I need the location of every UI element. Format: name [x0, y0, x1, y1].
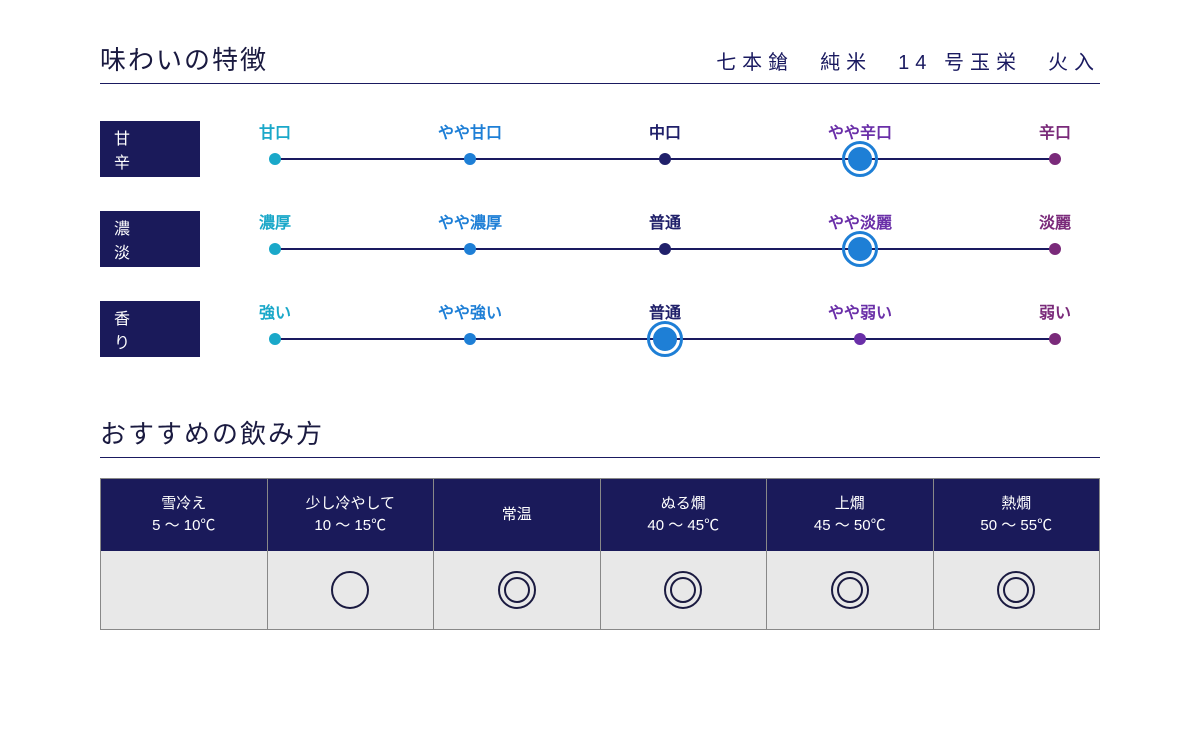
scale-dot [659, 153, 671, 165]
serving-body [268, 551, 434, 629]
scale-selected-ring [842, 141, 878, 177]
scale-stop-label: やや強い [425, 299, 515, 323]
scale-stop-labels: 濃厚 やや濃厚 普通 やや淡麗 淡麗 [230, 209, 1100, 233]
scale-stop-label: 弱い [1010, 299, 1100, 323]
serving-temp: 40 ～ 45℃ [647, 515, 719, 538]
scale-dot [1049, 153, 1061, 165]
serving-label: 熱燗 [1001, 493, 1031, 516]
scale-dot [1049, 243, 1061, 255]
scale-line [275, 239, 1055, 259]
serving-body [767, 551, 933, 629]
scale-dot [1049, 333, 1061, 345]
serving-temp: 50 ～ 55℃ [980, 515, 1052, 538]
scale-dot [269, 243, 281, 255]
scale-category-label: 濃 淡 [100, 211, 200, 267]
scale-category-label: 香 り [100, 301, 200, 357]
serving-label: 少し冷やして [305, 493, 395, 516]
scale-stop-label: 普通 [620, 299, 710, 323]
taste-header: 味わいの特徴 七本鎗 純米 14 号玉栄 火入 [100, 40, 1100, 84]
serving-temp: 10 ～ 15℃ [314, 515, 386, 538]
serving-body [934, 551, 1100, 629]
scale-track: 濃厚 やや濃厚 普通 やや淡麗 淡麗 [230, 209, 1100, 269]
scale-stop-label: 辛口 [1010, 119, 1100, 143]
scale-stop-label: やや甘口 [425, 119, 515, 143]
serving-label: 雪冷え [161, 493, 206, 516]
taste-subtitle: 七本鎗 純米 14 号玉栄 火入 [716, 46, 1100, 75]
scale-track: 甘口 やや甘口 中口 やや辛口 辛口 [230, 119, 1100, 179]
scale-stop-label: 淡麗 [1010, 209, 1100, 233]
serving-head: 熱燗50 ～ 55℃ [934, 479, 1100, 551]
serving-title: おすすめの飲み方 [100, 414, 324, 451]
scale-stop-label: 中口 [620, 119, 710, 143]
taste-section: 味わいの特徴 七本鎗 純米 14 号玉栄 火入 甘 辛 甘口 やや甘口 中口 やや辛口 辛… [100, 40, 1100, 364]
scale-track: 強い やや強い 普通 やや弱い 弱い [230, 299, 1100, 359]
serving-body [601, 551, 767, 629]
double-circle-icon [664, 571, 702, 609]
serving-table: 雪冷え5 ～ 10℃少し冷やして10 ～ 15℃常温ぬる燗40 ～ 45℃上燗4… [100, 478, 1100, 630]
scale-stop-labels: 強い やや強い 普通 やや弱い 弱い [230, 299, 1100, 323]
serving-label: 常温 [502, 504, 532, 527]
serving-column: 雪冷え5 ～ 10℃ [100, 478, 268, 630]
scale-stop-labels: 甘口 やや甘口 中口 やや辛口 辛口 [230, 119, 1100, 143]
scale-category-label: 甘 辛 [100, 121, 200, 177]
taste-scales: 甘 辛甘口やや甘口中口やや辛口辛口濃 淡濃厚やや濃厚普通やや淡麗淡麗香 り強いや… [100, 114, 1100, 364]
scale-dot [464, 153, 476, 165]
serving-column: ぬる燗40 ～ 45℃ [600, 478, 768, 630]
scale-dot [659, 243, 671, 255]
serving-body [434, 551, 600, 629]
serving-header: おすすめの飲み方 [100, 414, 1100, 458]
serving-column: 少し冷やして10 ～ 15℃ [267, 478, 435, 630]
serving-label: 上燗 [835, 493, 865, 516]
serving-head: 少し冷やして10 ～ 15℃ [268, 479, 434, 551]
scale-stop-label: 濃厚 [230, 209, 320, 233]
circle-icon [331, 571, 369, 609]
scale-row: 甘 辛 甘口 やや甘口 中口 やや辛口 辛口 [100, 114, 1100, 184]
scale-dot [464, 243, 476, 255]
taste-title: 味わいの特徴 [100, 40, 268, 77]
serving-column: 常温 [433, 478, 601, 630]
serving-temp: 45 ～ 50℃ [814, 515, 886, 538]
scale-stop-label: やや弱い [815, 299, 905, 323]
scale-stop-label: 甘口 [230, 119, 320, 143]
serving-head: 上燗45 ～ 50℃ [767, 479, 933, 551]
serving-head: 雪冷え5 ～ 10℃ [101, 479, 267, 551]
scale-row: 濃 淡 濃厚 やや濃厚 普通 やや淡麗 淡麗 [100, 204, 1100, 274]
serving-column: 熱燗50 ～ 55℃ [933, 478, 1101, 630]
scale-stop-label: 強い [230, 299, 320, 323]
scale-selected-ring [842, 231, 878, 267]
serving-temp: 5 ～ 10℃ [152, 515, 215, 538]
serving-head: 常温 [434, 479, 600, 551]
scale-line [275, 329, 1055, 349]
double-circle-icon [997, 571, 1035, 609]
double-circle-icon [498, 571, 536, 609]
scale-row: 香 り 強い やや強い 普通 やや弱い 弱い [100, 294, 1100, 364]
scale-stop-label: やや淡麗 [815, 209, 905, 233]
scale-dot [464, 333, 476, 345]
scale-selected-ring [647, 321, 683, 357]
scale-stop-label: やや辛口 [815, 119, 905, 143]
serving-section: おすすめの飲み方 雪冷え5 ～ 10℃少し冷やして10 ～ 15℃常温ぬる燗40… [100, 414, 1100, 630]
serving-column: 上燗45 ～ 50℃ [766, 478, 934, 630]
scale-dot [269, 333, 281, 345]
scale-dot [269, 153, 281, 165]
serving-label: ぬる燗 [661, 493, 706, 516]
scale-line [275, 149, 1055, 169]
scale-stop-label: やや濃厚 [425, 209, 515, 233]
serving-body [101, 551, 267, 629]
double-circle-icon [831, 571, 869, 609]
scale-dot [854, 333, 866, 345]
serving-head: ぬる燗40 ～ 45℃ [601, 479, 767, 551]
scale-stop-label: 普通 [620, 209, 710, 233]
